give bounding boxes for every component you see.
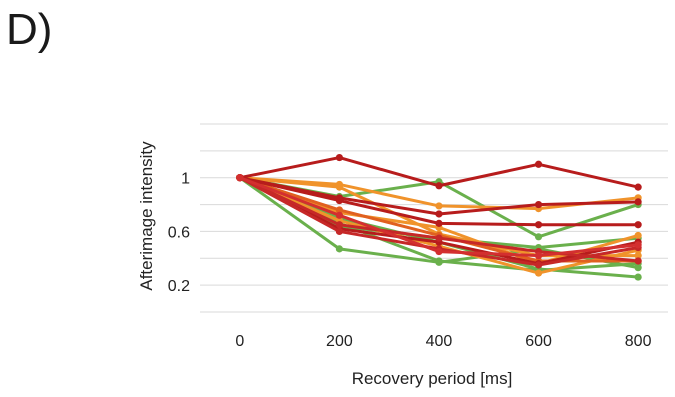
data-point (435, 202, 443, 210)
x-tick-label: 200 (326, 333, 353, 350)
data-point (335, 211, 344, 219)
data-point (534, 160, 543, 168)
data-point (634, 241, 642, 249)
data-point (534, 269, 543, 277)
data-point (335, 183, 344, 191)
data-point (634, 257, 642, 265)
data-point (435, 234, 443, 242)
data-point (335, 221, 344, 229)
x-tick-labels: 0 200 400 600 800 (235, 333, 651, 350)
x-tick-label: 600 (525, 333, 552, 350)
data-point (435, 257, 443, 265)
data-point (634, 198, 642, 206)
x-tick-label: 0 (235, 333, 244, 350)
data-point (634, 252, 642, 260)
y-tick-label: 0.2 (168, 278, 190, 295)
y-tick-label: 1 (181, 171, 190, 188)
data-point (534, 233, 543, 241)
data-point (634, 231, 642, 240)
data-point (435, 247, 443, 256)
x-tick-label: 400 (426, 333, 453, 350)
data-point (335, 153, 344, 162)
y-axis-label: Afterimage intensity (137, 141, 156, 291)
data-point (634, 273, 642, 281)
series-layer (236, 153, 642, 281)
data-point (534, 252, 543, 260)
data-point (335, 227, 344, 236)
series-11 (236, 153, 642, 191)
data-point (435, 210, 443, 218)
series-17 (236, 174, 642, 260)
data-point (534, 221, 543, 229)
data-point (435, 219, 443, 227)
data-point (634, 183, 642, 191)
data-point (335, 206, 344, 214)
panel-label: D) (6, 5, 53, 54)
x-axis-label: Recovery period [ms] (352, 369, 513, 388)
data-point (335, 196, 344, 205)
x-tick-label: 800 (625, 333, 652, 350)
data-point (335, 245, 344, 253)
data-point (236, 174, 244, 182)
y-tick-label: 0.6 (168, 224, 190, 241)
y-tick-labels: 0.2 0.6 1 (168, 171, 190, 295)
data-point (534, 261, 543, 269)
series-16 (236, 174, 642, 265)
data-point (534, 200, 543, 209)
data-point (634, 221, 642, 229)
data-point (435, 182, 443, 190)
